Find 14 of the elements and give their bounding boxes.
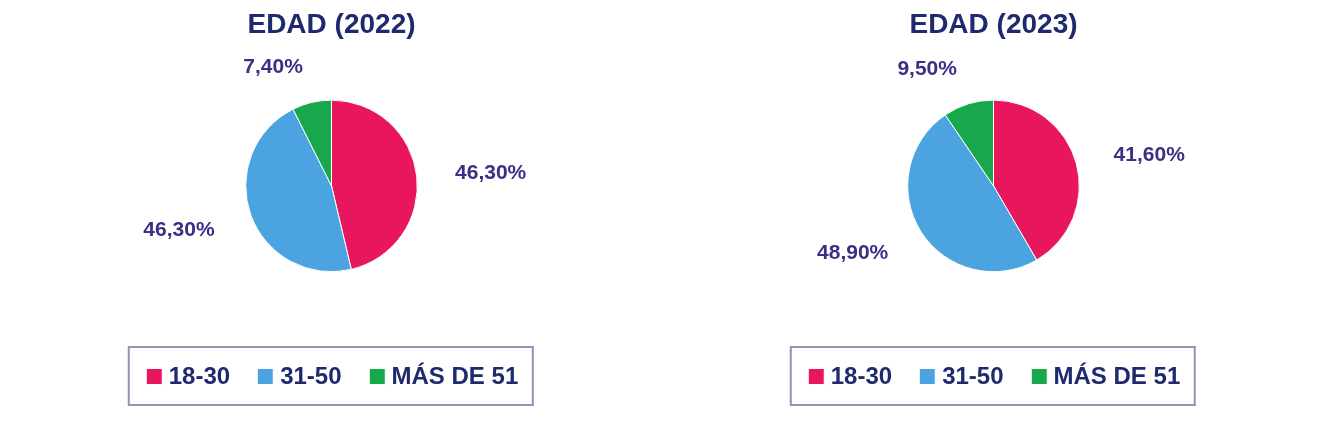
chart-title: EDAD (2022) (247, 7, 416, 39)
legend-label: 31-50 (280, 362, 342, 390)
legend-label: MÁS DE 51 (1053, 362, 1181, 390)
data-label: 41,60% (1113, 142, 1186, 166)
data-label: 46,30% (143, 216, 215, 240)
legend-label: 18-30 (168, 362, 231, 390)
data-label: 7,40% (243, 54, 304, 78)
data-label: 9,50% (897, 56, 958, 80)
legend-label: 18-30 (830, 362, 893, 390)
legend-label: 31-50 (942, 362, 1004, 390)
data-label: 46,30% (455, 160, 527, 184)
chart-title: EDAD (2023) (909, 7, 1078, 39)
data-label: 48,90% (817, 240, 889, 264)
legend-label: MÁS DE 51 (391, 362, 519, 390)
